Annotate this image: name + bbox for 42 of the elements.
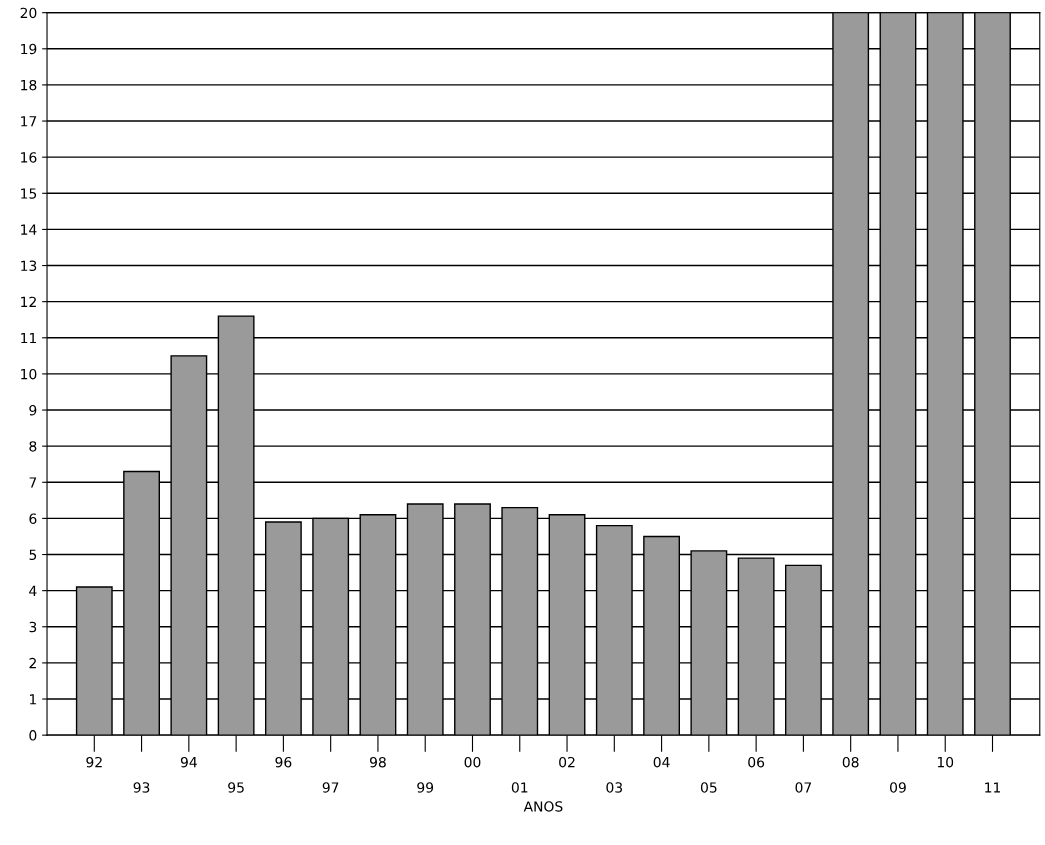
- x-tick-label: 04: [653, 756, 670, 768]
- x-tick-label: 02: [559, 756, 575, 768]
- y-tick-label: 12: [21, 296, 36, 307]
- x-tick-label: 08: [842, 756, 859, 768]
- x-tick-label: 11: [985, 782, 1001, 793]
- x-axis-title: ANOS: [523, 801, 563, 812]
- x-tick-label: 06: [748, 756, 765, 768]
- x-tick-label: 00: [464, 756, 481, 768]
- y-tick-label: 8: [29, 441, 37, 452]
- y-tick-label: 10: [21, 368, 37, 380]
- x-tick-label: 07: [795, 782, 812, 793]
- x-tick-label: 97: [322, 782, 339, 793]
- x-tick-label: 09: [890, 782, 906, 793]
- x-tick-label: 96: [275, 756, 292, 768]
- y-tick-label: 0: [29, 730, 37, 741]
- y-tick-label: 13: [21, 260, 37, 272]
- y-tick-label: 7: [29, 477, 37, 488]
- x-tick-label: 95: [228, 782, 244, 793]
- y-tick-label: 6: [29, 513, 37, 524]
- y-tick-label: 1: [29, 694, 37, 705]
- x-tick-label: 01: [511, 782, 528, 793]
- x-tick-label: 03: [606, 782, 623, 793]
- x-tick-label: 92: [86, 756, 102, 768]
- y-tick-label: 15: [21, 188, 37, 199]
- y-tick-label: 17: [21, 116, 37, 127]
- y-tick-label: 20: [20, 7, 37, 19]
- x-tick-label: 98: [369, 756, 386, 768]
- y-tick-label: 11: [21, 332, 37, 344]
- y-tick-label: 18: [21, 79, 37, 91]
- x-tick-label: 10: [937, 756, 954, 768]
- y-tick-label: 16: [21, 152, 37, 163]
- y-tick-label: 9: [29, 405, 37, 416]
- x-tick-label: 94: [180, 756, 197, 768]
- y-tick-label: 3: [29, 621, 37, 633]
- x-tick-label: 99: [417, 782, 434, 793]
- y-tick-label: 2: [29, 657, 36, 669]
- x-tick-label: 93: [133, 782, 150, 793]
- y-tick-label: 4: [29, 585, 37, 596]
- x-tick-label: 05: [700, 782, 717, 793]
- y-tick-label: 5: [29, 549, 37, 561]
- y-tick-label: 14: [21, 224, 37, 235]
- y-tick-label: 19: [21, 43, 37, 55]
